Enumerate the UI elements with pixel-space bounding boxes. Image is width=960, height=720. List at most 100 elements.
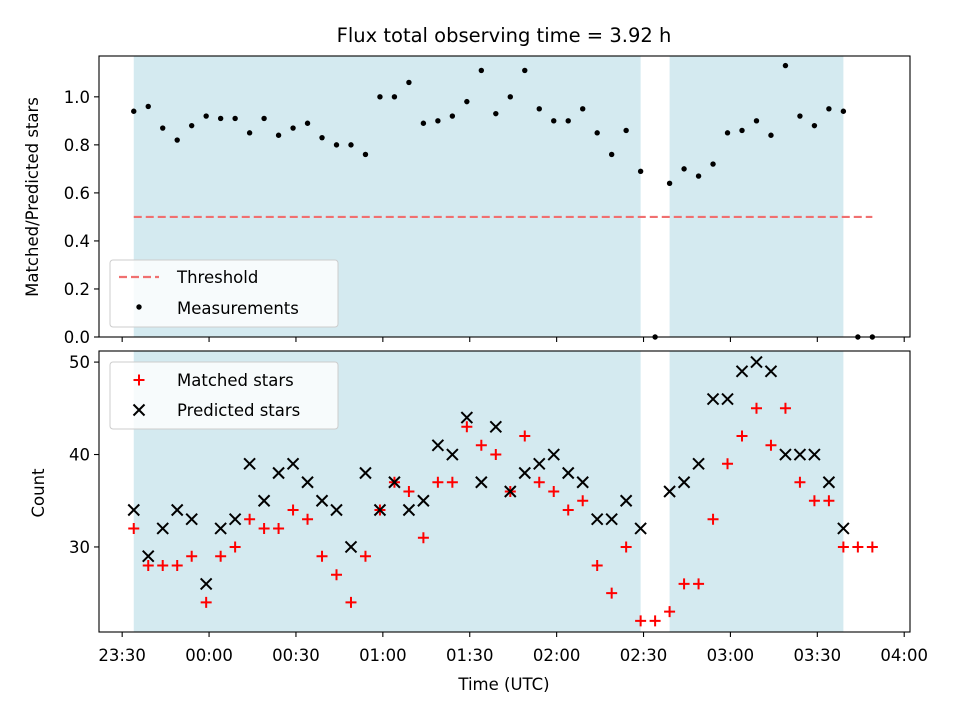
matched-star-point <box>823 495 835 507</box>
measurement-point <box>753 118 760 124</box>
predicted-star-point <box>373 503 387 517</box>
predicted-star-point <box>576 476 589 489</box>
measurement-point <box>478 67 485 74</box>
legend: Matched stars Predicted stars <box>109 361 339 430</box>
measurement-point <box>261 115 267 122</box>
matched-star-point <box>678 578 690 590</box>
matched-star-point <box>635 615 647 627</box>
x-tick-label: 00:00 <box>185 646 233 665</box>
measurement-point <box>608 151 615 158</box>
measurement-point <box>580 106 586 112</box>
matched-star-point <box>215 550 227 562</box>
legend-threshold-label: Threshold <box>176 268 258 287</box>
measurement-point <box>536 106 542 112</box>
y-tick-label: 0.4 <box>64 232 90 251</box>
predicted-star-point <box>562 466 575 480</box>
measurement-point <box>840 108 847 114</box>
y-tick-label: 40 <box>69 446 90 465</box>
matched-star-point <box>244 513 256 525</box>
x-tick-label: 04:00 <box>880 646 928 665</box>
legend-measurements-swatch <box>136 304 142 310</box>
predicted-star-point <box>619 494 633 507</box>
measurement-point <box>362 151 369 158</box>
predicted-star-point <box>330 503 343 517</box>
predicted-star-point <box>272 466 285 480</box>
matched-star-point <box>765 439 777 451</box>
matched-star-point <box>331 569 343 581</box>
predicted-star-point <box>750 355 763 369</box>
matched-star-point <box>200 596 212 608</box>
predicted-star-point <box>634 522 647 535</box>
matched-star-point <box>417 532 429 544</box>
predicted-star-point <box>475 476 488 489</box>
measurement-point <box>768 132 774 138</box>
predicted-star-point <box>822 476 836 489</box>
predicted-star-point <box>808 448 821 461</box>
x-tick-label: 01:30 <box>446 646 494 665</box>
predicted-star-point <box>837 522 850 535</box>
matched-star-point <box>808 495 820 507</box>
measurement-point <box>695 173 702 179</box>
matched-star-point <box>128 522 140 534</box>
y-tick-label: 0.6 <box>64 184 90 203</box>
matched-star-point <box>157 559 169 571</box>
predicted-star-point <box>779 448 792 461</box>
measurement-point <box>435 118 441 124</box>
predicted-star-point <box>344 540 358 554</box>
matched-star-point <box>794 476 806 488</box>
matched-star-point <box>475 439 487 451</box>
measurement-point <box>377 94 383 100</box>
measurement-point <box>188 122 195 129</box>
legend: Threshold Measurements <box>109 259 339 328</box>
matched-star-point <box>403 486 415 497</box>
x-tick-label: 01:00 <box>359 646 407 665</box>
matched-star-point <box>577 495 589 507</box>
predicted-star-point <box>417 494 430 507</box>
predicted-star-point <box>547 448 560 461</box>
predicted-star-point <box>286 457 300 470</box>
predicted-star-point <box>460 411 474 424</box>
measurement-point <box>565 118 571 124</box>
axes-frame <box>98 350 911 633</box>
measurement-point <box>797 113 803 119</box>
matched-star-point <box>446 476 458 488</box>
matched-star-point <box>258 522 270 534</box>
predicted-star-point <box>170 503 184 517</box>
measurement-point <box>522 67 528 74</box>
matched-star-point <box>316 550 328 562</box>
predicted-star-point <box>721 392 734 406</box>
measurement-point <box>391 94 398 100</box>
observing-interval-shade <box>669 56 844 337</box>
measurement-point <box>637 168 644 174</box>
matched-star-point <box>302 513 314 525</box>
matched-star-point <box>664 606 676 618</box>
measurement-point <box>246 130 253 136</box>
predicted-star-point <box>663 485 676 498</box>
measurement-point <box>174 137 180 143</box>
legend-box <box>109 361 339 430</box>
predicted-star-point <box>156 522 169 535</box>
predicted-star-point <box>489 420 503 434</box>
measurement-point <box>507 94 513 100</box>
matched-star-point <box>345 596 357 608</box>
matched-star-point <box>287 504 299 516</box>
x-axis-label: Time (UTC) <box>457 675 549 694</box>
count-panel: 30 40 50 23:30 00:00 00:30 01:00 01:30 02:00 02:3… <box>69 350 928 665</box>
matched-star-point <box>229 541 241 553</box>
axes-frame <box>98 55 911 338</box>
measurement-point <box>811 122 818 129</box>
x-tick-label: 02:30 <box>620 646 668 665</box>
x-tick-label: 00:30 <box>272 646 320 665</box>
matched-star-point <box>171 559 183 571</box>
y-tick-label: 0.2 <box>64 280 90 299</box>
predicted-star-point <box>199 577 213 591</box>
predicted-star-point <box>214 522 227 535</box>
measurement-point <box>131 108 137 114</box>
x-tick-label: 02:00 <box>533 646 581 665</box>
predicted-star-point <box>142 549 155 563</box>
measurement-point <box>145 103 151 110</box>
x-tick-label: 23:30 <box>98 646 146 665</box>
x-tick-label: 03:30 <box>794 646 842 665</box>
matched-star-point <box>852 541 864 553</box>
